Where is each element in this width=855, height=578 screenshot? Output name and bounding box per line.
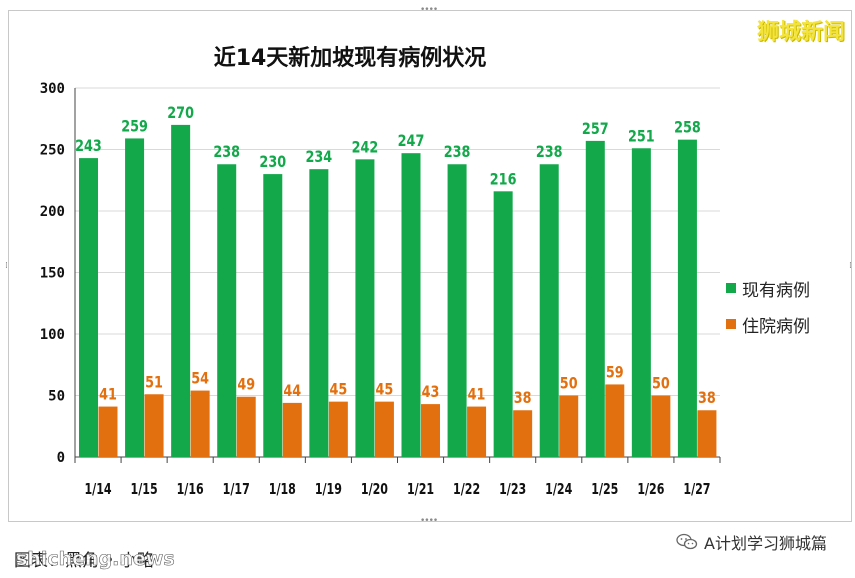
x-tick-label: 1/21	[407, 481, 434, 498]
bar-current	[585, 140, 605, 457]
chart-legend: 现有病例 住院病例	[726, 270, 810, 342]
y-tick-label: 100	[40, 327, 65, 343]
bar-current	[631, 148, 651, 457]
legend-swatch-current	[726, 283, 736, 293]
bar-hospital	[282, 402, 302, 457]
data-label-current: 238	[444, 144, 471, 162]
data-label-current: 270	[167, 105, 194, 123]
resize-handle-right[interactable]: ⁞	[849, 261, 852, 271]
data-label-hospital: 50	[560, 375, 578, 393]
x-tick-label: 1/26	[637, 481, 664, 498]
x-tick-label: 1/23	[499, 481, 526, 498]
y-tick-label: 150	[40, 266, 65, 282]
data-label-hospital: 41	[99, 386, 117, 404]
x-tick-label: 1/25	[591, 481, 618, 498]
bar-hospital	[421, 404, 440, 457]
figure-caption: 图表：黑角 • 小略	[14, 551, 154, 571]
bar-current	[309, 169, 329, 457]
y-tick-label: 50	[48, 389, 65, 405]
bar-hospital	[236, 396, 256, 457]
data-label-current: 230	[259, 154, 286, 172]
resize-handle-left[interactable]: ⁞	[5, 261, 8, 271]
data-label-current: 258	[674, 119, 701, 137]
bar-current	[125, 138, 145, 457]
x-tick-label: 1/24	[545, 481, 572, 498]
data-label-hospital: 59	[606, 364, 624, 382]
data-label-hospital: 54	[191, 370, 209, 388]
data-label-current: 259	[121, 118, 148, 136]
data-label-hospital: 38	[698, 390, 716, 408]
x-tick-label: 1/27	[683, 481, 710, 498]
y-tick-label: 200	[40, 204, 65, 220]
bar-hospital	[605, 384, 625, 457]
y-tick-label: 250	[40, 143, 65, 159]
x-tick-label: 1/17	[223, 481, 250, 498]
bar-current	[677, 139, 697, 457]
x-tick-label: 1/20	[361, 481, 388, 498]
legend-label-hospital: 住院病例	[742, 316, 810, 337]
data-label-current: 257	[582, 121, 609, 139]
data-label-hospital: 51	[145, 374, 163, 392]
legend-item-current: 现有病例	[726, 270, 810, 306]
data-label-current: 247	[398, 133, 425, 151]
bar-current	[401, 153, 421, 457]
data-label-hospital: 38	[514, 390, 532, 408]
bar-current	[263, 174, 283, 457]
x-tick-label: 1/15	[131, 481, 158, 498]
bar-hospital	[467, 406, 487, 457]
wechat-account-name: A计划学习狮城篇	[704, 534, 827, 553]
x-tick-label: 1/16	[177, 481, 204, 498]
data-label-hospital: 41	[468, 386, 486, 404]
wechat-icon	[676, 533, 698, 550]
data-label-hospital: 49	[237, 376, 255, 394]
data-label-hospital: 45	[376, 381, 394, 399]
bar-current	[447, 164, 467, 457]
bar-current	[539, 164, 559, 457]
x-tick-label: 1/22	[453, 481, 480, 498]
x-tick-label: 1/14	[84, 481, 111, 498]
y-tick-label: 0	[57, 450, 65, 466]
data-label-current: 216	[490, 171, 517, 189]
resize-handle-bottom[interactable]: ••••	[420, 516, 438, 526]
data-label-current: 251	[628, 128, 655, 146]
legend-label-current: 现有病例	[742, 280, 810, 301]
x-tick-label: 1/19	[315, 481, 342, 498]
bar-hospital	[651, 395, 671, 457]
chart-title: 近14天新加坡现有病例状况	[213, 46, 487, 71]
resize-handle-top[interactable]: ••••	[420, 5, 438, 15]
bar-current	[493, 191, 513, 457]
legend-item-hospital: 住院病例	[726, 306, 810, 342]
bar-hospital	[328, 401, 348, 457]
data-label-current: 234	[306, 149, 333, 167]
bar-hospital	[513, 410, 533, 457]
x-tick-label: 1/18	[269, 481, 296, 498]
bar-current	[79, 158, 98, 458]
brand-logo: 狮城新闻	[756, 20, 845, 45]
data-label-hospital: 43	[422, 384, 440, 402]
site-watermark: shicheng.news	[16, 548, 175, 571]
bar-current	[171, 124, 191, 458]
wechat-account[interactable]: A计划学习狮城篇	[676, 530, 827, 554]
bar-current	[217, 164, 237, 457]
bar-hospital	[559, 395, 579, 457]
data-label-current: 243	[75, 138, 102, 156]
data-label-current: 242	[352, 139, 379, 157]
bar-hospital	[697, 410, 717, 457]
data-label-current: 238	[213, 144, 240, 162]
data-label-hospital: 44	[283, 383, 301, 401]
bar-hospital	[374, 401, 394, 457]
legend-swatch-hospital	[726, 319, 736, 329]
bar-hospital	[144, 394, 164, 457]
bar-current	[355, 159, 375, 457]
bar-hospital	[98, 406, 118, 457]
data-label-hospital: 45	[329, 381, 347, 399]
data-label-current: 238	[536, 144, 563, 162]
data-label-hospital: 50	[652, 375, 670, 393]
y-tick-label: 300	[40, 81, 65, 97]
bar-hospital	[190, 390, 210, 457]
